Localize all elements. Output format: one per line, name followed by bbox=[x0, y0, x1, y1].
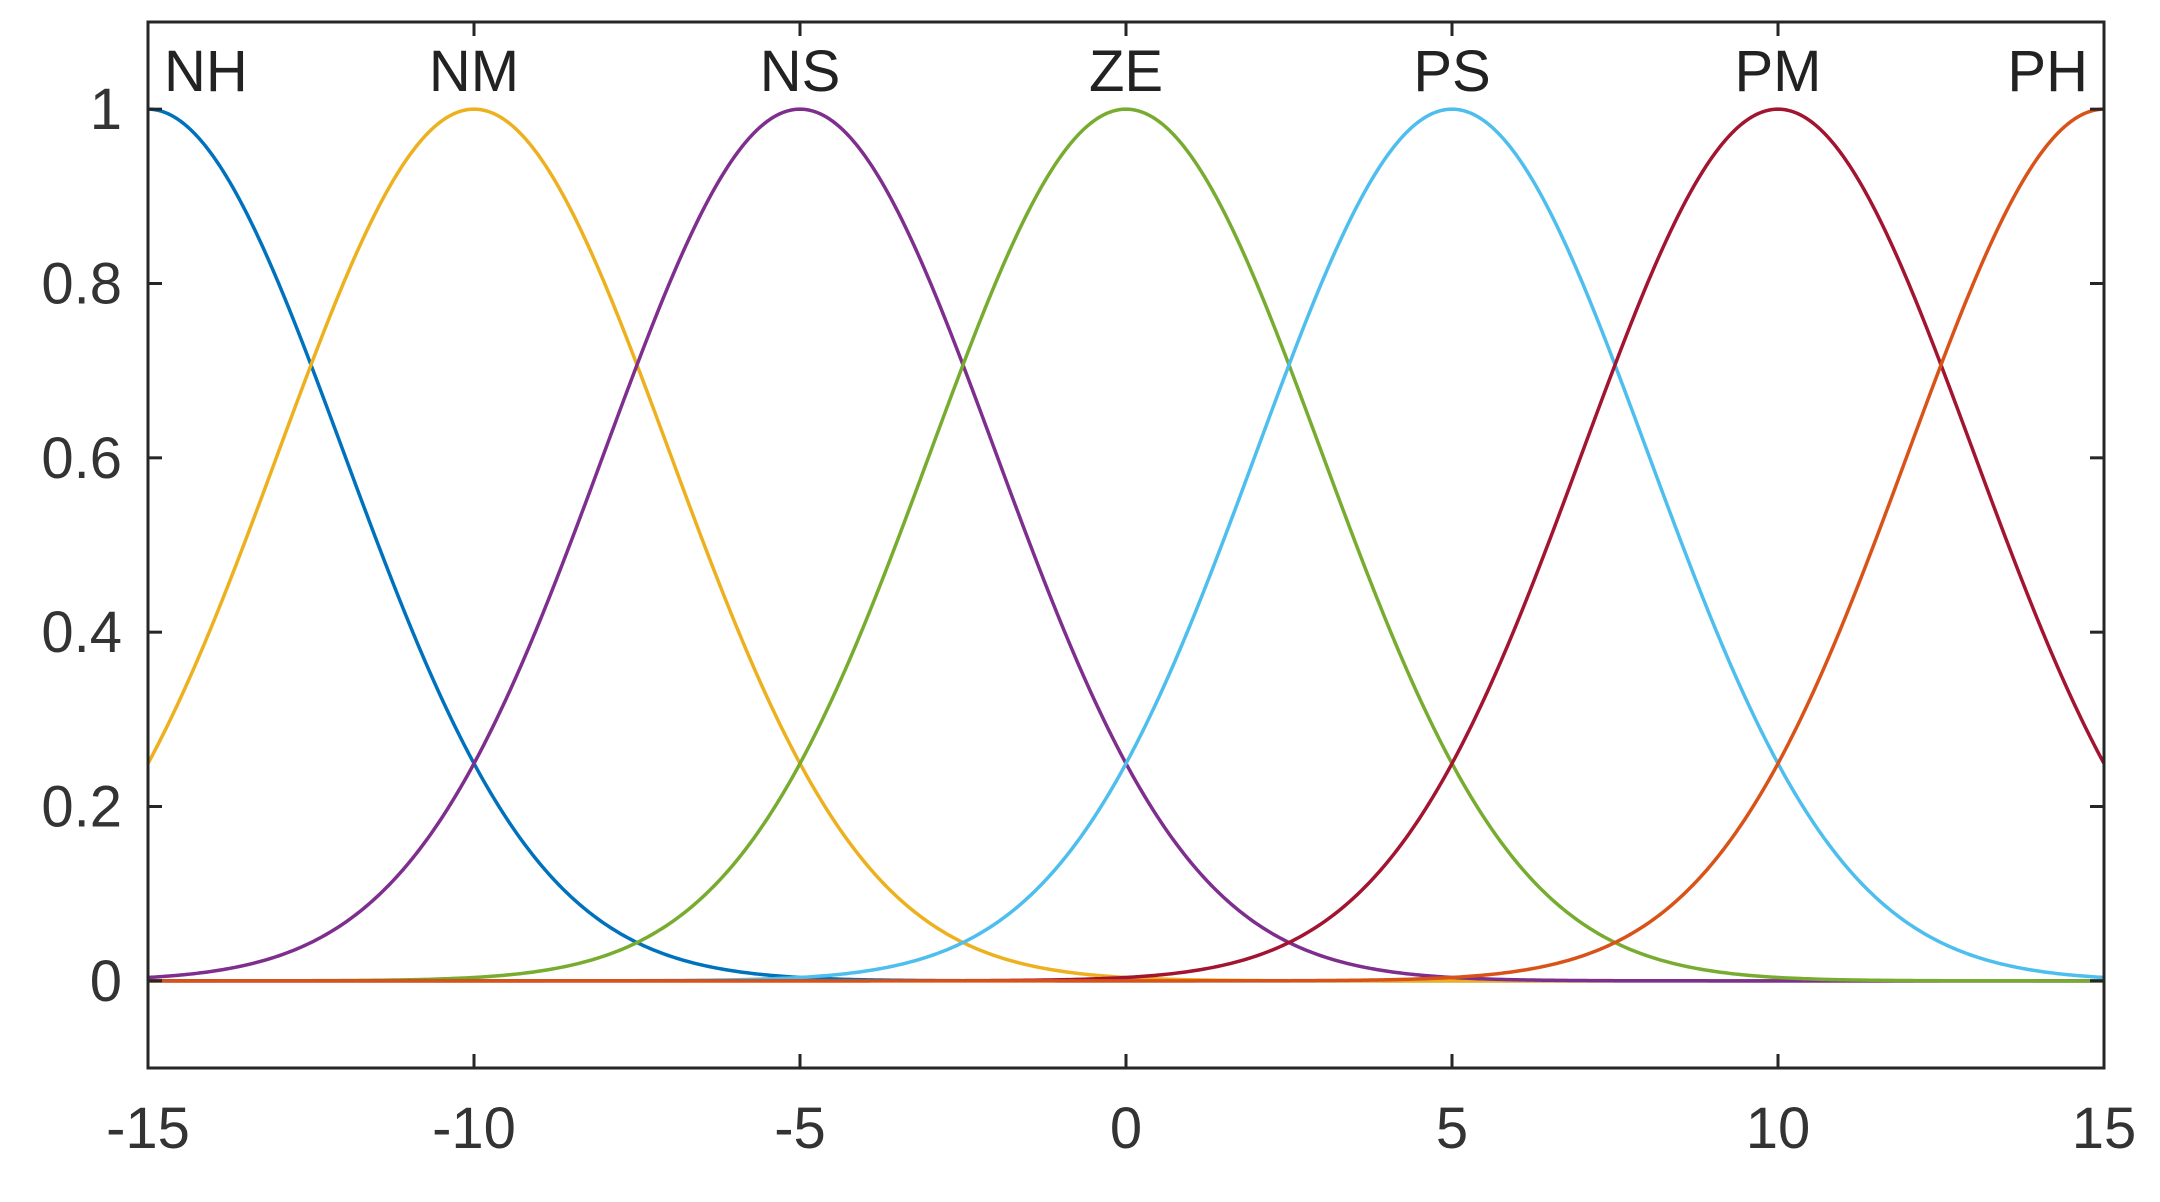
series-curve-ns bbox=[148, 107, 2104, 983]
series-label-nh: NH bbox=[164, 39, 248, 104]
x-tick-label: -10 bbox=[432, 1096, 516, 1161]
x-axis-tick-labels: -15 -10 -5 0 5 10 15 bbox=[106, 1096, 2136, 1161]
x-tick-label: -5 bbox=[774, 1096, 826, 1161]
series-labels: NH NM NS ZE PS PM PH bbox=[164, 39, 2088, 104]
x-tick-label: 0 bbox=[1110, 1096, 1142, 1161]
y-axis-tick-labels: 0 0.2 0.4 0.6 0.8 1 bbox=[41, 77, 122, 1014]
series-curve-ps bbox=[148, 107, 2104, 983]
y-tick-label: 0.4 bbox=[41, 600, 122, 665]
series-curve-nm bbox=[148, 107, 2104, 983]
x-tick-label: 15 bbox=[2072, 1096, 2137, 1161]
plot-frame bbox=[146, 20, 2106, 1070]
y-tick-label: 0.2 bbox=[41, 775, 122, 840]
series-label-ps: PS bbox=[1413, 39, 1490, 104]
series-label-pm: PM bbox=[1735, 39, 1822, 104]
x-tick-label: 10 bbox=[1746, 1096, 1811, 1161]
series-curves bbox=[148, 107, 2104, 983]
x-tick-label: -15 bbox=[106, 1096, 190, 1161]
series-curve-pm bbox=[148, 107, 2104, 983]
y-tick-label: 1 bbox=[90, 77, 122, 142]
series-label-nm: NM bbox=[429, 39, 519, 104]
series-curve-ze bbox=[148, 107, 2104, 983]
series-curve-nh bbox=[148, 107, 2104, 983]
series-curve-ph bbox=[148, 107, 2104, 983]
x-tick-label: 5 bbox=[1436, 1096, 1468, 1161]
series-label-ph: PH bbox=[2007, 39, 2088, 104]
y-tick-label: 0 bbox=[90, 949, 122, 1014]
axis-ticks bbox=[146, 22, 2106, 1068]
y-tick-label: 0.6 bbox=[41, 426, 122, 491]
series-label-ze: ZE bbox=[1089, 39, 1163, 104]
y-tick-label: 0.8 bbox=[41, 252, 122, 317]
series-label-ns: NS bbox=[760, 39, 841, 104]
